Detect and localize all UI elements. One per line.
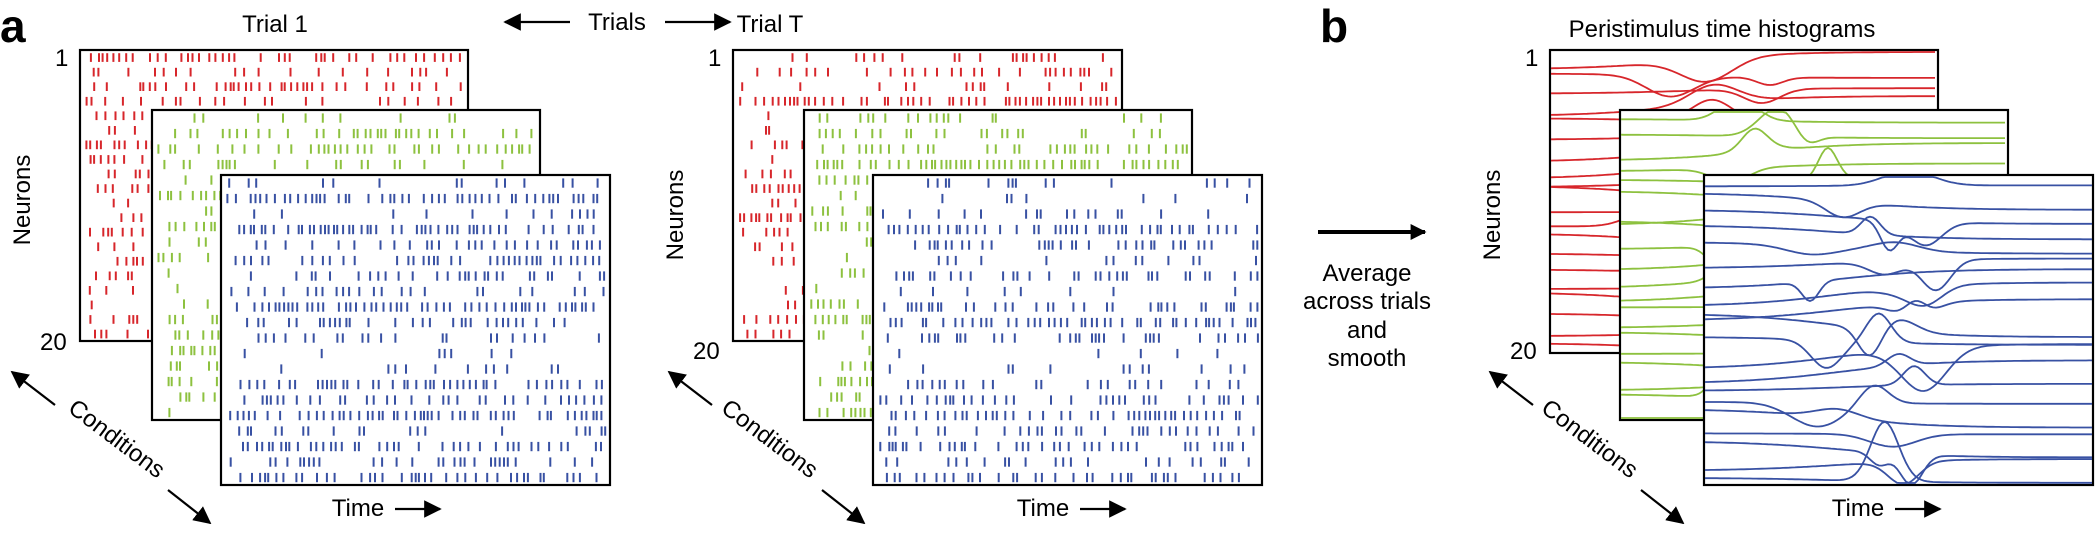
psth-time-label: Time [1832, 495, 1884, 522]
average-text-line-4: smooth [1328, 345, 1407, 372]
psth-conditions-arrow-up [1488, 370, 1534, 406]
psth-trace [1704, 298, 2092, 321]
trial-1-condition-3-frame [219, 173, 612, 487]
psth-trace [1705, 176, 2092, 188]
psth-condition-3-frame [1702, 173, 2095, 487]
psth-trace [1705, 458, 2092, 484]
psth-trace [1551, 72, 1935, 98]
psth-trace [1550, 83, 1935, 116]
trial-t-neurons-label: Neurons [662, 170, 689, 261]
average-text-line-3: and [1347, 317, 1387, 344]
psth-trace [1621, 162, 2005, 184]
trial-t-condition-3-spikes [879, 178, 1259, 483]
panel-b-label: b [1320, 0, 1348, 52]
psth-trace [1705, 365, 2092, 392]
trial-t-stack [731, 48, 1264, 487]
psth-trace [1705, 384, 2092, 428]
trial-t-neuron-last: 20 [693, 338, 720, 365]
trial-1-stack [78, 48, 612, 487]
psth-trace [1704, 343, 2092, 392]
trial-t-neuron-first: 1 [708, 45, 721, 72]
psth-neuron-last: 20 [1510, 338, 1537, 365]
panel-a-label: a [0, 0, 26, 52]
psth-trace [1704, 241, 2092, 256]
psth-trace [1704, 193, 2092, 219]
psth-trace [1551, 87, 1935, 104]
trial-t-time-label: Time [1017, 495, 1069, 522]
trial-1-conditions-arrow-up [10, 370, 56, 406]
trial-1-conditions-arrow-down [167, 489, 212, 525]
psth-trace [1704, 441, 2092, 484]
psth-trace [1550, 51, 1935, 83]
psth-stack [1548, 48, 2095, 487]
trial-1-time-label: Time [332, 495, 384, 522]
psth-trace [1705, 407, 2092, 429]
psth-neurons-label: Neurons [1479, 170, 1506, 261]
psth-trace [1705, 420, 2092, 484]
psth-trace [1704, 268, 2092, 302]
trial-1-neurons-label: Neurons [9, 155, 36, 246]
psth-trace [1704, 281, 2092, 307]
trial-1-neuron-first: 1 [55, 45, 68, 72]
average-text-line-1: Average [1323, 260, 1412, 287]
psth-trace [1620, 111, 2005, 144]
trial-1-condition-3-spikes [226, 178, 607, 483]
psth-trace [1705, 215, 2092, 241]
average-text-line-2: across trials [1303, 288, 1431, 315]
psth-trace [1621, 111, 2005, 124]
trial-t-conditions-arrow-up [667, 370, 713, 406]
trial-1-title: Trial 1 [242, 11, 308, 38]
psth-condition-3-traces [1704, 176, 2092, 484]
trial-t-title: Trial T [737, 11, 804, 38]
trials-label: Trials [588, 9, 646, 36]
psth-trace [1620, 127, 2005, 161]
trial-t-condition-3-frame [871, 173, 1264, 487]
psth-trace [1704, 314, 2092, 357]
psth-neuron-first: 1 [1525, 45, 1538, 72]
psth-conditions-arrow-down [1640, 489, 1685, 525]
psth-trace [1705, 257, 2092, 292]
psth-trace [1705, 352, 2092, 383]
psth-title: Peristimulus time histograms [1569, 16, 1876, 43]
trial-t-conditions-arrow-down [821, 489, 866, 525]
trial-1-neuron-last: 20 [40, 329, 67, 356]
